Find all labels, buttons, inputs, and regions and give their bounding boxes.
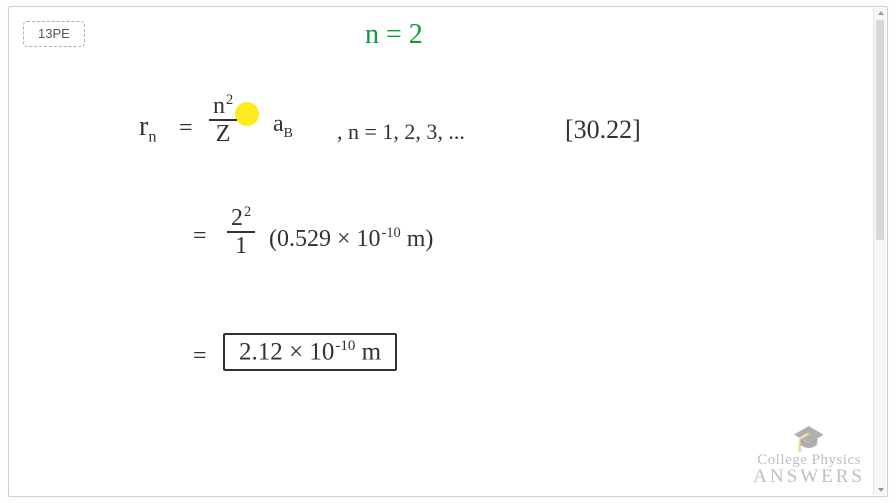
- video-frame: 13PE n = 2 rn = n2 Z aB , n = 1, 2, 3, .…: [8, 6, 888, 497]
- frac1-num-exp: 2: [226, 92, 233, 108]
- equals-3: =: [193, 343, 207, 370]
- graduation-cap-icon: 🎓: [753, 426, 865, 452]
- equals-2: =: [193, 223, 207, 250]
- frac2-num-exp: 2: [244, 204, 251, 220]
- frac2-den: 1: [235, 233, 247, 258]
- header-n-equals-2: n = 2: [365, 19, 423, 51]
- frac2-num-base: 2: [231, 205, 243, 231]
- answer-exp: -10: [335, 338, 355, 354]
- bohr-radius-symbol: aB: [273, 111, 293, 142]
- fraction-2sq-over-1: 22 1: [221, 205, 261, 258]
- equals-1: =: [179, 115, 193, 142]
- problem-label: 13PE: [38, 26, 70, 41]
- equation-reference: [30.22]: [565, 115, 641, 145]
- answer-coeff: 2.12: [239, 338, 283, 365]
- series-text: , n = 1, 2, 3, ...: [337, 119, 465, 145]
- frac1-num-base: n: [213, 93, 225, 119]
- watermark-line-2: ANSWERS: [753, 466, 865, 488]
- coeff-1: 0.529: [277, 226, 331, 252]
- final-answer: 2.12 × 10-10 m: [223, 333, 397, 371]
- answer-box: 2.12 × 10-10 m: [223, 333, 397, 371]
- scrollbar-thumb[interactable]: [876, 20, 884, 240]
- frac1-den: Z: [216, 121, 231, 146]
- watermark: 🎓 College Physics ANSWERS: [753, 426, 865, 488]
- r-subscript: n: [148, 128, 156, 146]
- r-base: r: [139, 111, 148, 142]
- a-subscript: B: [284, 126, 293, 141]
- fraction-n2-over-z: n2 Z: [203, 93, 243, 146]
- answer-unit: m: [362, 338, 381, 365]
- a-base: a: [273, 111, 284, 137]
- unit-1: m: [407, 226, 426, 252]
- exp-1: -10: [382, 225, 401, 241]
- scrollbar[interactable]: [873, 8, 886, 495]
- term-rn: rn: [139, 111, 156, 147]
- paren-value: (0.529 × 10-10 m): [269, 225, 433, 253]
- problem-badge: 13PE: [23, 21, 85, 47]
